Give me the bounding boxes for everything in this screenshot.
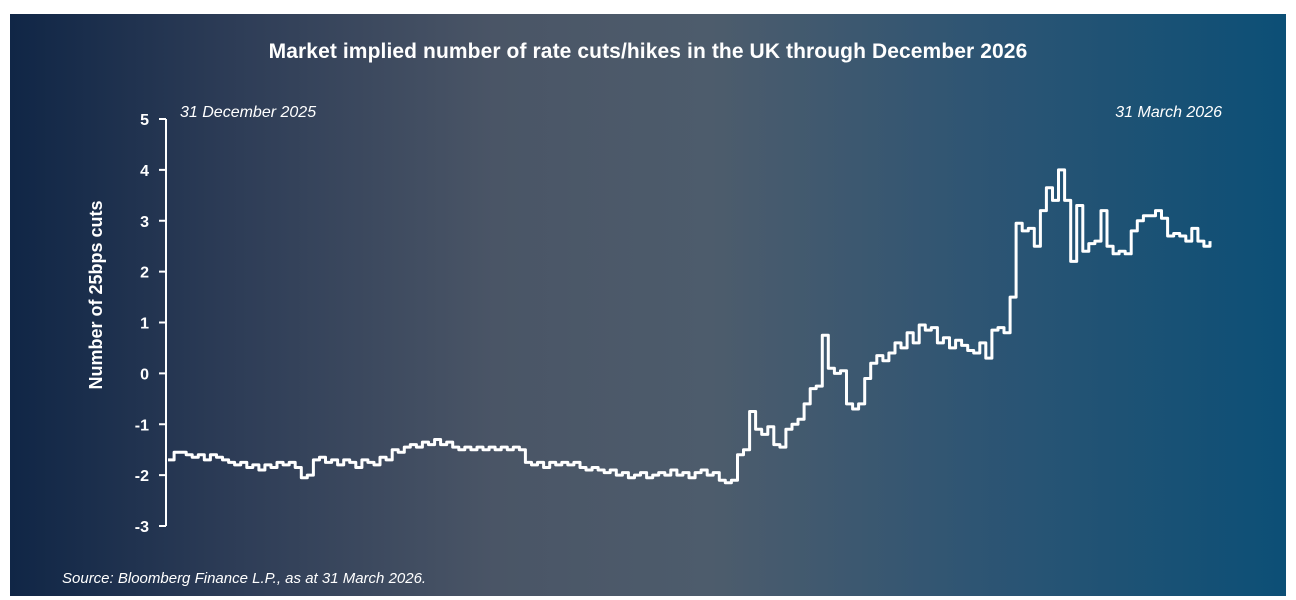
y-tick-label: 5 <box>140 112 149 129</box>
chart-panel: Market implied number of rate cuts/hikes… <box>10 14 1286 596</box>
start-date-annotation: 31 December 2025 <box>180 104 316 121</box>
end-date-annotation: 31 March 2026 <box>1115 104 1222 121</box>
y-tick-label: -2 <box>135 468 149 485</box>
y-tick-label: 3 <box>140 214 149 231</box>
y-tick-label: 2 <box>140 265 149 282</box>
source-note: Source: Bloomberg Finance L.P., as at 31… <box>62 570 427 587</box>
chart-title: Market implied number of rate cuts/hikes… <box>268 40 1028 63</box>
y-axis-label: Number of 25bps cuts <box>86 200 106 389</box>
y-tick-label: 1 <box>140 316 149 333</box>
series-line <box>168 168 1212 485</box>
y-tick-label: 4 <box>140 163 149 180</box>
line-chart: 5 4 3 2 1 0 -1 -2 -3 Number of 25bps cuts 31 Dec… <box>86 104 1222 536</box>
y-tick-label: -1 <box>135 417 149 434</box>
y-tick-label: 0 <box>140 366 149 383</box>
y-tick-label: -3 <box>135 519 149 536</box>
